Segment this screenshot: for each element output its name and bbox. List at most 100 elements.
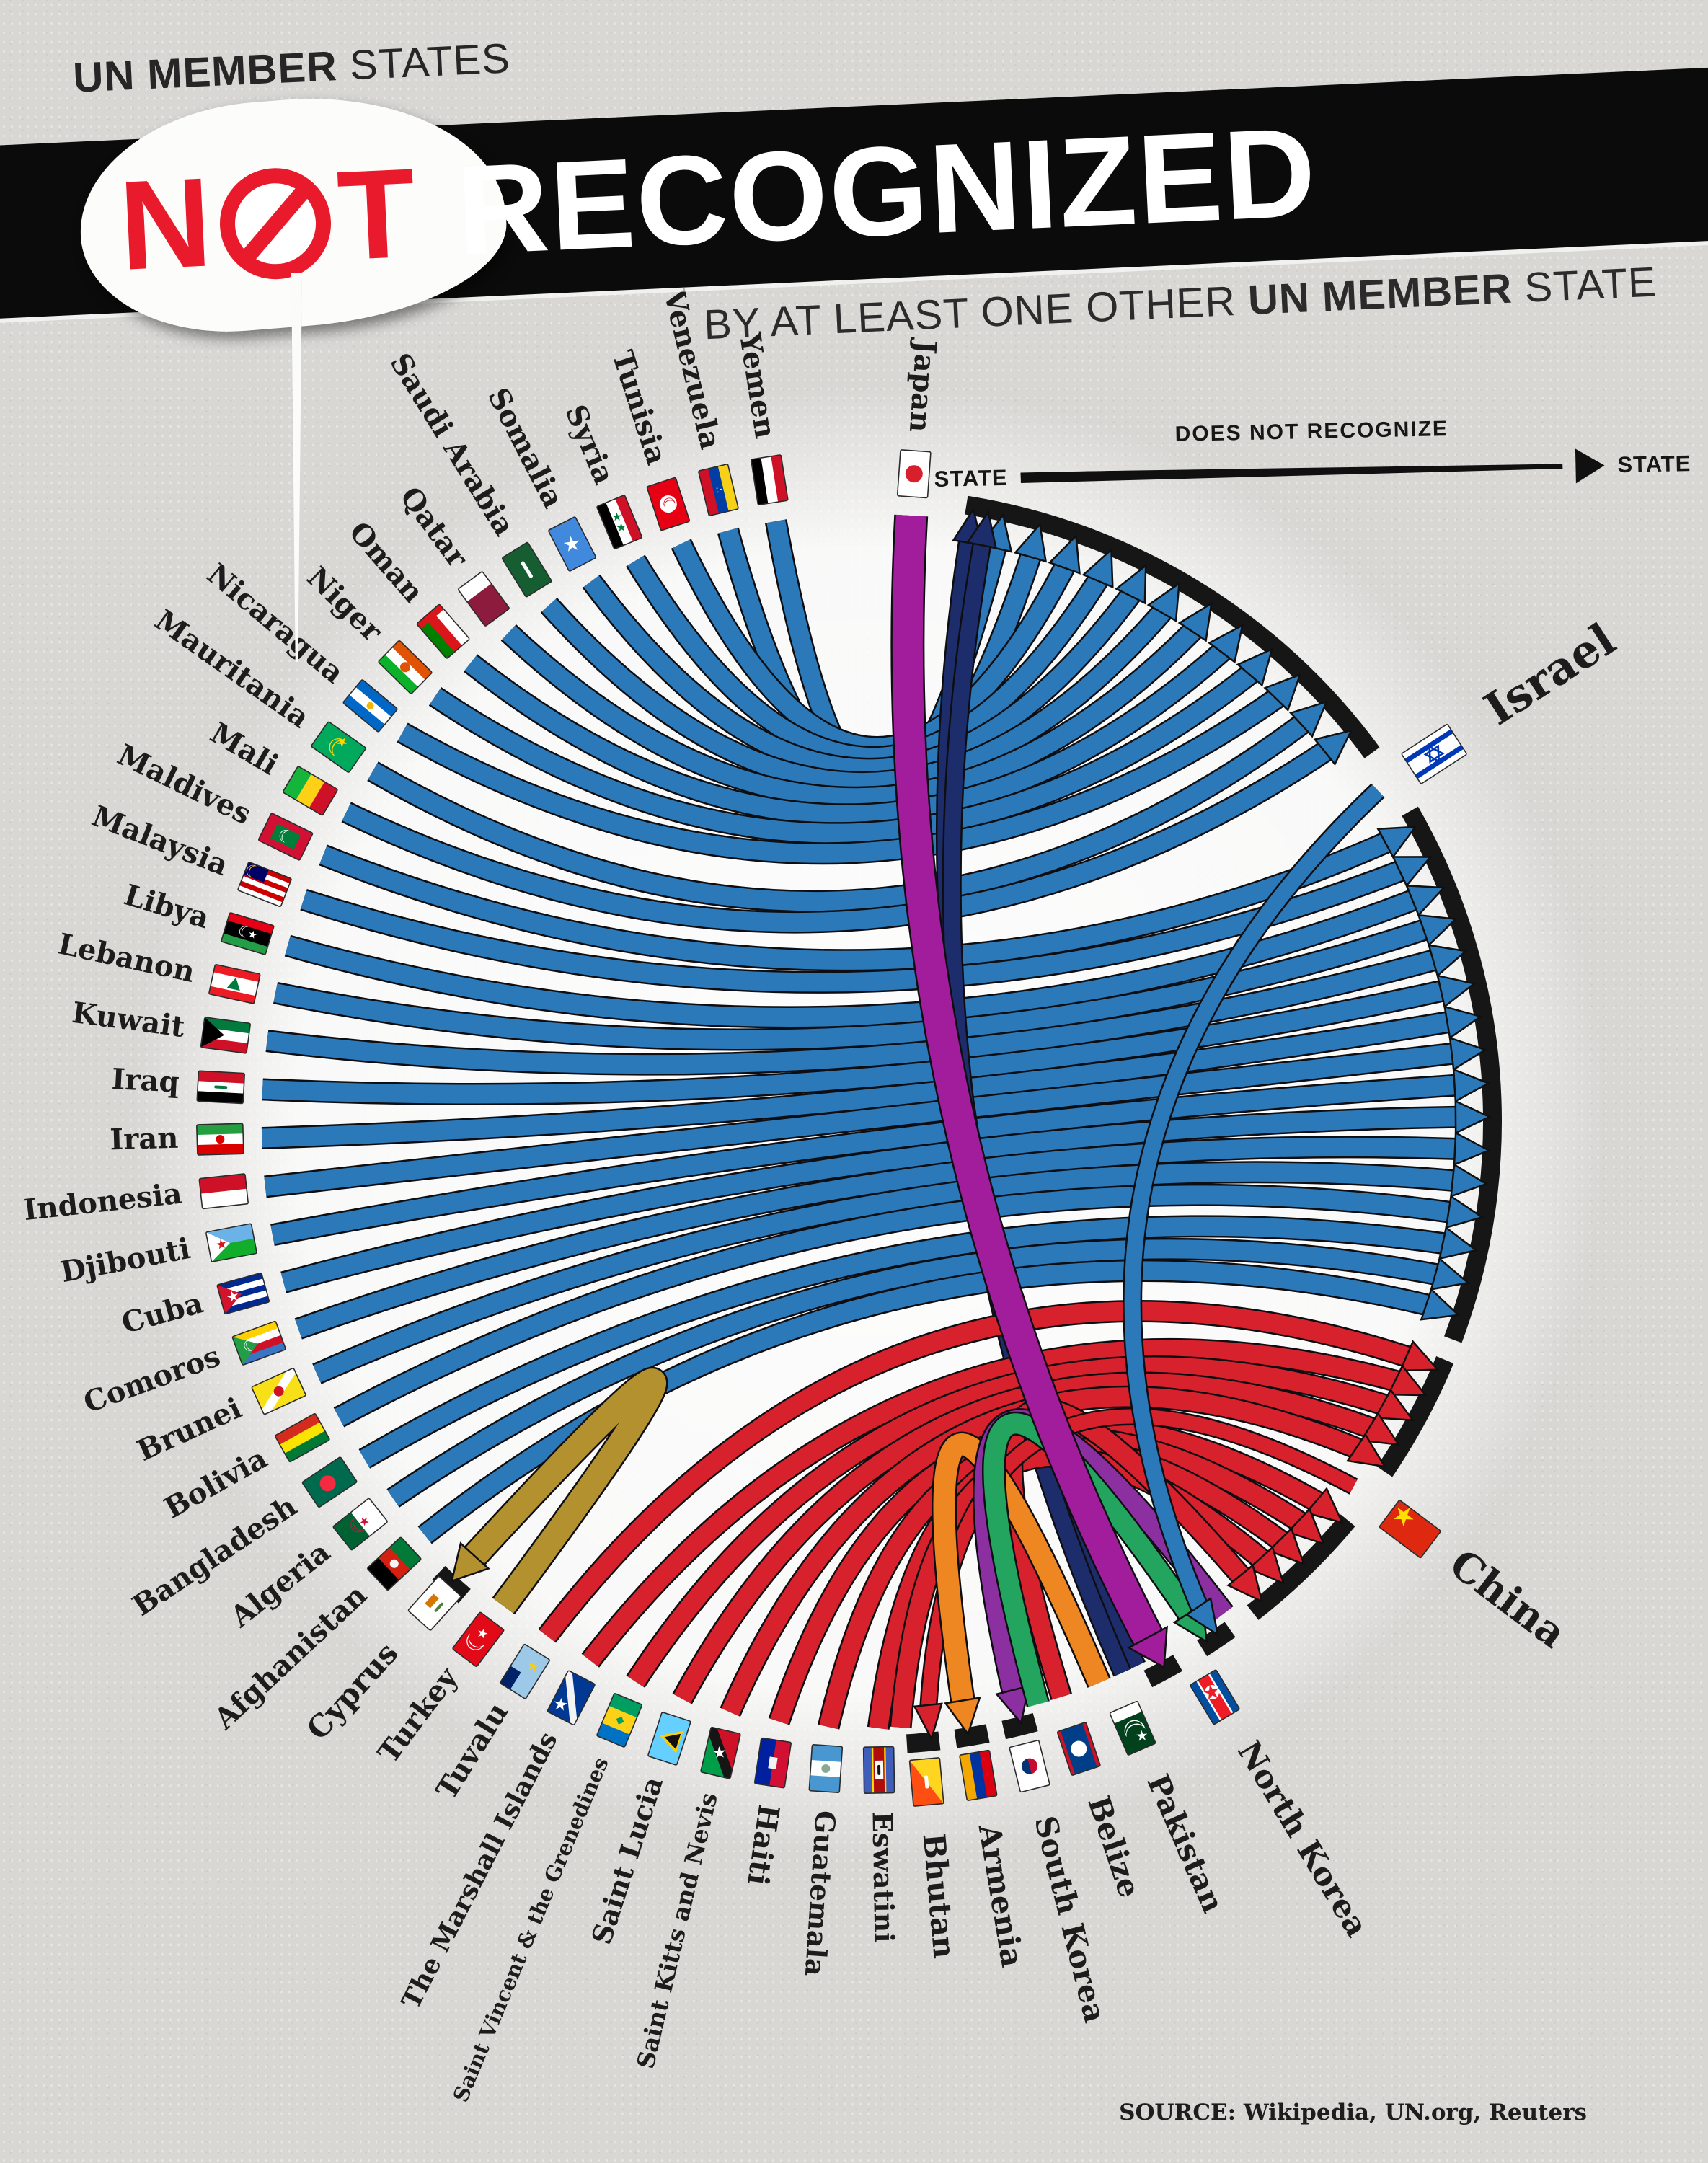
arrowhead-bhutan-to-china <box>1247 1545 1285 1585</box>
country-label-mauritania: Mauritania <box>149 603 315 735</box>
arrowhead-yemen-to-israel <box>978 513 1013 553</box>
chord-yemen-to-israel <box>766 519 1006 799</box>
arrowhead-tuvalu-to-china <box>1399 1340 1440 1372</box>
source-credit: SOURCE: Wikipedia, UN.org, Reuters <box>1119 2100 1587 2126</box>
flag-qatar-icon <box>458 571 510 627</box>
chord-bolivia-to-israel <box>334 1185 1453 1426</box>
country-label-kuwait: Kuwait <box>70 996 187 1044</box>
country-label-maldives: Maldives <box>112 738 257 831</box>
country-label-israel: Israel <box>1475 613 1624 735</box>
arrowhead-pakistan-to-armenia <box>944 1697 981 1736</box>
country-label-saint-vincent-the-grenedines: Saint Vincent & the Grenedines <box>448 1753 614 2105</box>
arrowhead-saint-kitts-and-nevis-to-china <box>1346 1433 1386 1468</box>
country-label-iraq: Iraq <box>111 1062 180 1100</box>
country-label-bolivia: Bolivia <box>159 1441 273 1526</box>
flag-lebanon-icon <box>208 964 261 1004</box>
arrowhead-maldives-to-israel <box>1376 826 1417 859</box>
flag-saudi-arabia-icon <box>501 541 552 598</box>
country-label-turkey: Turkey <box>371 1660 465 1769</box>
country-label-tuvalu: Tuvalu <box>430 1697 516 1805</box>
chord-nicaragua-to-israel <box>397 689 1284 863</box>
circle-glow <box>133 386 1604 1857</box>
chord-iran-to-israel <box>261 1012 1452 1148</box>
chord-israel-to-north-korea <box>1124 784 1384 1612</box>
chord-turkey-to-cyprus <box>464 1368 666 1614</box>
country-label-south-korea: South Korea <box>1027 1813 1112 2026</box>
country-label-pakistan: Pakistan <box>1140 1769 1231 1918</box>
country-label-armenia: Armenia <box>972 1821 1030 1970</box>
arrowhead-south-korea-to-north-korea <box>1172 1603 1208 1644</box>
flag-nicaragua-icon <box>342 679 398 733</box>
country-label-indonesia: Indonesia <box>22 1177 183 1228</box>
chord-venezuela-to-israel <box>719 528 1040 804</box>
arrowhead-china-to-bhutan <box>913 1702 943 1741</box>
arrowhead-oman-to-israel <box>1207 624 1244 664</box>
flag-north-korea-icon: ★ <box>1190 1669 1240 1725</box>
arrowhead-turkey-to-cyprus <box>450 1541 490 1583</box>
flag-pakistan-icon: ☾★ <box>1109 1700 1156 1756</box>
target-arc-china <box>1247 1514 1355 1620</box>
country-label-saint-kitts-and-nevis: Saint Kitts and Nevis <box>631 1790 722 2071</box>
chord-belize-to-china <box>1002 1399 1249 1700</box>
flag-bhutan-icon <box>908 1757 944 1807</box>
country-label-oman: Oman <box>342 516 430 610</box>
country-label-haiti: Haiti <box>740 1802 786 1888</box>
subtitle-pre: BY AT LEAST ONE OTHER <box>702 277 1249 349</box>
target-arc-south-korea <box>1001 1713 1038 1740</box>
svg-text:☾: ☾ <box>241 1335 260 1357</box>
flag-iraq-icon <box>196 1070 245 1105</box>
flag-turkey-icon: ☾★ <box>452 1611 505 1667</box>
legend-arrow <box>1020 461 1562 483</box>
chord-malaysia-to-israel <box>301 861 1406 992</box>
country-label-north-korea: North Korea <box>1230 1735 1376 1943</box>
flag-comoros-icon: ☾ <box>231 1320 286 1366</box>
chord-tunisia-to-israel <box>673 539 1074 757</box>
flag-belize-icon <box>1056 1722 1101 1776</box>
chord-haiti-to-china <box>770 1417 1324 1725</box>
chord-niger-to-israel <box>430 665 1258 843</box>
chord-pakistan-to-israel <box>944 541 1130 1676</box>
chord-pakistan-to-armenia <box>933 1433 1110 1705</box>
arrowhead-lebanon-to-israel <box>1417 914 1458 947</box>
chord-eswatini-to-china <box>869 1438 1288 1730</box>
arrowhead-syria-to-israel <box>1081 547 1114 589</box>
flag-saint-lucia-icon <box>647 1712 691 1766</box>
flag-somalia-icon: ★ <box>548 516 597 572</box>
arrowhead-saint-vincent-the-grenedines-to-china <box>1373 1388 1415 1422</box>
country-label-cuba: Cuba <box>118 1286 207 1340</box>
arrowhead-iraq-to-israel <box>1436 974 1477 1009</box>
svg-text:★: ★ <box>356 1513 373 1530</box>
flag-haiti-icon <box>753 1737 792 1789</box>
svg-text:★: ★ <box>224 1286 242 1306</box>
flag-bolivia-icon <box>275 1413 330 1463</box>
title-recognized: RECOGNIZED <box>453 101 1320 282</box>
country-label-djibouti: Djibouti <box>58 1231 193 1289</box>
country-label-bangladesh: Bangladesh <box>126 1489 303 1622</box>
flag-algeria-icon: ☾★ <box>332 1498 388 1551</box>
flag-syria-icon: ★★ <box>596 495 643 549</box>
country-label-iran: Iran <box>110 1121 179 1157</box>
flag-china-icon: ★ <box>1379 1500 1441 1559</box>
country-label-comoros: Comoros <box>79 1339 225 1420</box>
chord-somalia-to-israel <box>583 575 1140 779</box>
country-label-guatemala: Guatemala <box>799 1810 842 1978</box>
arrowhead-iran-to-israel <box>1443 1005 1483 1040</box>
chord-saint-lucia-to-china <box>673 1373 1376 1704</box>
arrowhead-kuwait-to-israel <box>1428 944 1468 978</box>
flag-mali-icon <box>283 766 338 816</box>
title-not-n: N <box>116 151 216 297</box>
no-entry-icon <box>217 165 334 282</box>
chord-mauritania-to-israel <box>368 715 1309 911</box>
flag-djibouti-icon: ★ <box>205 1223 257 1262</box>
arrowhead-guatemala-to-china <box>1286 1507 1325 1546</box>
chord-lebanon-to-israel <box>273 920 1430 1049</box>
flag-libya-icon: ☾★ <box>221 912 275 955</box>
chord-libya-to-israel <box>285 890 1419 1027</box>
target-arc-israel <box>1402 806 1502 1343</box>
target-arc-cyprus <box>432 1565 471 1604</box>
country-label-qatar: Qatar <box>393 480 474 574</box>
chord-algeria-to-israel <box>387 1239 1441 1506</box>
chord-oman-to-israel <box>464 643 1230 824</box>
